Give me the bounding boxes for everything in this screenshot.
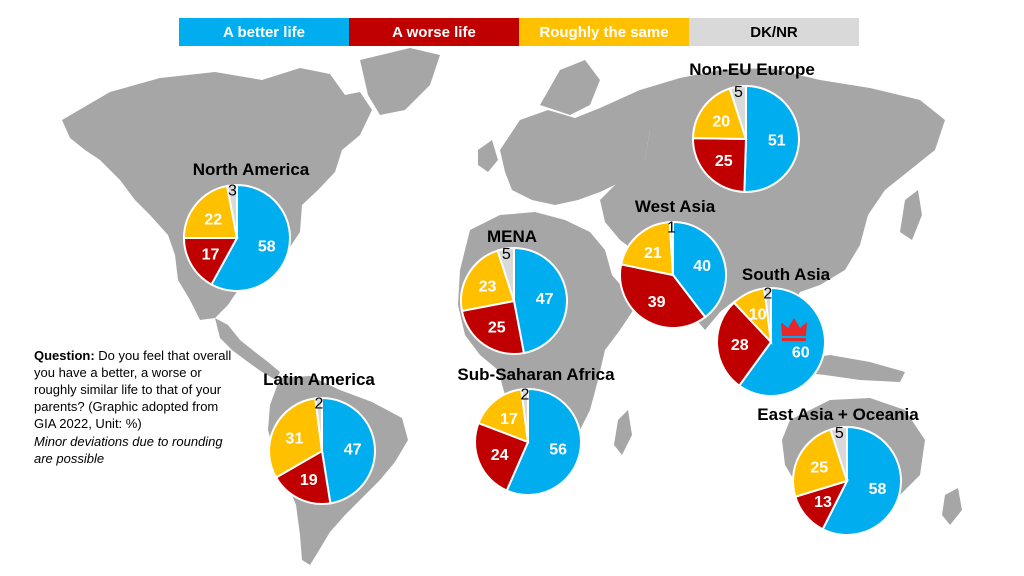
pie-slice-dknr (728, 84, 747, 140)
pie-slice-worse (460, 299, 526, 355)
pie-1: 47 19 31 2 Latin America (263, 370, 376, 505)
pie-label-worse: 25 (715, 153, 733, 170)
pie-slice-better (321, 396, 376, 505)
pie-label-worse: 19 (300, 472, 318, 489)
pie-slice-better (821, 425, 902, 536)
pie-slice-same (460, 249, 516, 313)
region-title: East Asia + Oceania (757, 405, 919, 424)
pie-label-same: 10 (749, 307, 767, 324)
pie-label-worse: 17 (202, 247, 220, 264)
pie-label-better: 56 (549, 441, 567, 458)
pie-slice-dknr (225, 183, 238, 239)
pie-slice-better (672, 220, 727, 319)
pie-3: 56 24 172 Sub-Saharan Africa (457, 365, 615, 496)
pie-slice-better (210, 183, 291, 292)
pie-slice-better (505, 387, 582, 496)
pie-label-dknr: 5 (835, 425, 844, 442)
pie-label-same: 21 (644, 245, 662, 262)
pie-slice-dknr (496, 246, 515, 302)
map-greenland (360, 48, 440, 115)
legend-item-3: DK/NR (689, 18, 859, 46)
pie-label-same: 31 (286, 430, 304, 447)
question-text: Question: Do you feel that overall you h… (34, 347, 234, 467)
region-title: North America (193, 160, 310, 179)
pie-4: 51 25 205 Non-EU Europe (689, 60, 815, 194)
region-title: MENA (487, 227, 537, 246)
legend: A better life A worse life Roughly the sam… (179, 18, 859, 46)
pie-label-same: 17 (500, 411, 518, 428)
pie-0: 58 17 22 3 North America (182, 160, 310, 292)
map-madagascar (614, 410, 632, 455)
pie-label-dknr: 5 (502, 246, 511, 263)
pie-label-worse: 39 (648, 294, 666, 311)
pie-label-better: 58 (258, 239, 276, 256)
pie-slice-same (182, 184, 239, 239)
legend-item-0: A better life (179, 18, 349, 46)
pie-label-worse: 13 (814, 494, 832, 511)
region-title: Latin America (263, 370, 375, 389)
pie-label-same: 22 (204, 211, 222, 228)
region-title: Sub-Saharan Africa (457, 365, 615, 384)
pie-label-same: 25 (810, 459, 828, 476)
pie-slice-dknr (829, 425, 848, 482)
map-new-zealand (942, 488, 962, 525)
pie-slice-same (792, 428, 849, 498)
rounding-note: Minor deviations due to rounding are pos… (34, 434, 223, 466)
question-body: Do you feel that overall you have a bett… (34, 348, 232, 431)
pie-slice-dknr (668, 220, 674, 276)
map-europe (500, 108, 650, 205)
map-scandinavia (540, 60, 600, 115)
legend-item-2: Roughly the same (519, 18, 689, 46)
region-title: West Asia (635, 197, 716, 216)
pie-label-dknr: 1 (667, 219, 676, 236)
region-title: South Asia (742, 265, 831, 284)
map-uk (478, 140, 498, 172)
pie-label-dknr: 5 (734, 84, 743, 101)
pie-slice-worse (619, 263, 707, 329)
pie-label-better: 51 (768, 132, 786, 149)
pie-label-same: 20 (712, 114, 730, 131)
pie-slice-worse (692, 137, 748, 194)
legend-item-1: A worse life (349, 18, 519, 46)
pie-slice-better (513, 246, 568, 355)
pie-slice-same (619, 221, 675, 277)
pie-label-dknr: 2 (520, 386, 529, 403)
pie-slice-same (691, 87, 748, 141)
pie-slice-worse (182, 237, 239, 286)
pie-label-better: 47 (536, 291, 554, 308)
pie-label-worse: 24 (491, 447, 509, 464)
pie-slice-better (737, 286, 826, 397)
pie-label-dknr: 3 (228, 182, 237, 199)
pie-label-better: 58 (869, 481, 887, 498)
pie-label-dknr: 2 (763, 285, 772, 302)
pie-label-dknr: 2 (314, 395, 323, 412)
pie-slice-dknr (314, 396, 323, 452)
question-label: Question: (34, 348, 95, 363)
map-japan (900, 190, 922, 240)
pie-label-better: 40 (693, 258, 711, 275)
region-title: Non-EU Europe (689, 60, 815, 79)
pie-slice-same (268, 397, 324, 479)
pie-slice-worse (474, 421, 530, 492)
pie-label-better: 47 (344, 442, 362, 459)
pie-slice-dknr (763, 286, 772, 343)
pie-slice-worse (274, 449, 332, 505)
pie-slice-dknr (520, 387, 529, 443)
pie-label-worse: 25 (488, 319, 506, 336)
pie-label-same: 23 (479, 278, 497, 295)
crown-icon (781, 318, 807, 341)
pie-label-better: 60 (792, 345, 810, 362)
pie-5: 40 39 21 1 West Asia (619, 197, 727, 329)
map-indonesia (795, 355, 905, 382)
pie-label-worse: 28 (731, 337, 749, 354)
pie-slice-same (477, 388, 530, 444)
pie-slice-worse (716, 301, 773, 388)
map-central-america (215, 318, 280, 380)
pie-slice-better (743, 84, 801, 193)
